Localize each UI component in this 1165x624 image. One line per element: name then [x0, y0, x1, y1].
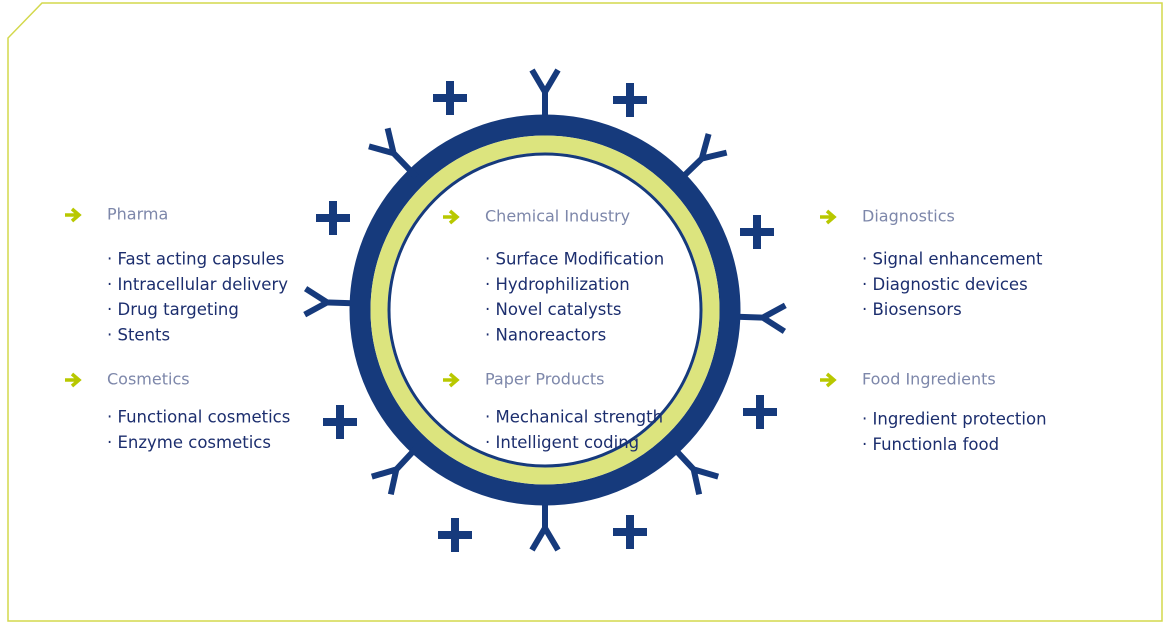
plus: [316, 201, 350, 235]
plus: [613, 515, 647, 549]
arrow: [443, 211, 457, 223]
section-item: · Functional cosmetics: [107, 408, 290, 427]
arrow: [820, 211, 834, 223]
arrow: [65, 374, 79, 386]
plus: [613, 83, 647, 117]
plus: [323, 405, 357, 439]
section-item: · Enzyme cosmetics: [107, 433, 271, 452]
section-heading: Food Ingredients: [862, 370, 996, 389]
section-heading: Cosmetics: [107, 370, 190, 389]
text-blocks: Pharma · Fast acting capsules · Intracellu…: [65, 205, 1047, 454]
section-item: · Surface Modification: [485, 250, 664, 269]
arrow: [443, 374, 457, 386]
section-item: · Biosensors: [862, 300, 962, 319]
section-item: · Hydrophilization: [485, 275, 630, 294]
plus: [740, 215, 774, 249]
section-item: · Nanoreactors: [485, 325, 606, 344]
section-item: · Intracellular delivery: [107, 275, 288, 294]
section-heading: Diagnostics: [862, 207, 955, 226]
section-heading: Chemical Industry: [485, 207, 630, 226]
plus: [438, 518, 472, 552]
section-heading: Pharma: [107, 205, 168, 224]
section-item: · Mechanical strength: [485, 408, 663, 427]
section-item: · Signal enhancement: [862, 250, 1043, 269]
section-heading: Paper Products: [485, 370, 604, 389]
section-item: · Ingredient protection: [862, 410, 1047, 429]
arrow: [820, 374, 834, 386]
section-item: · Intelligent coding: [485, 433, 639, 452]
section-item: · Fast acting capsules: [107, 250, 284, 269]
plus: [433, 81, 467, 115]
diagram: Pharma · Fast acting capsules · Intracellu…: [0, 0, 1165, 624]
plus: [743, 395, 777, 429]
section-item: · Diagnostic devices: [862, 275, 1028, 294]
section-item: · Stents: [107, 325, 170, 344]
arrow: [65, 209, 79, 221]
section-item: · Novel catalysts: [485, 300, 621, 319]
section-item: · Drug targeting: [107, 300, 239, 319]
section-item: · Functionla food: [862, 435, 999, 454]
